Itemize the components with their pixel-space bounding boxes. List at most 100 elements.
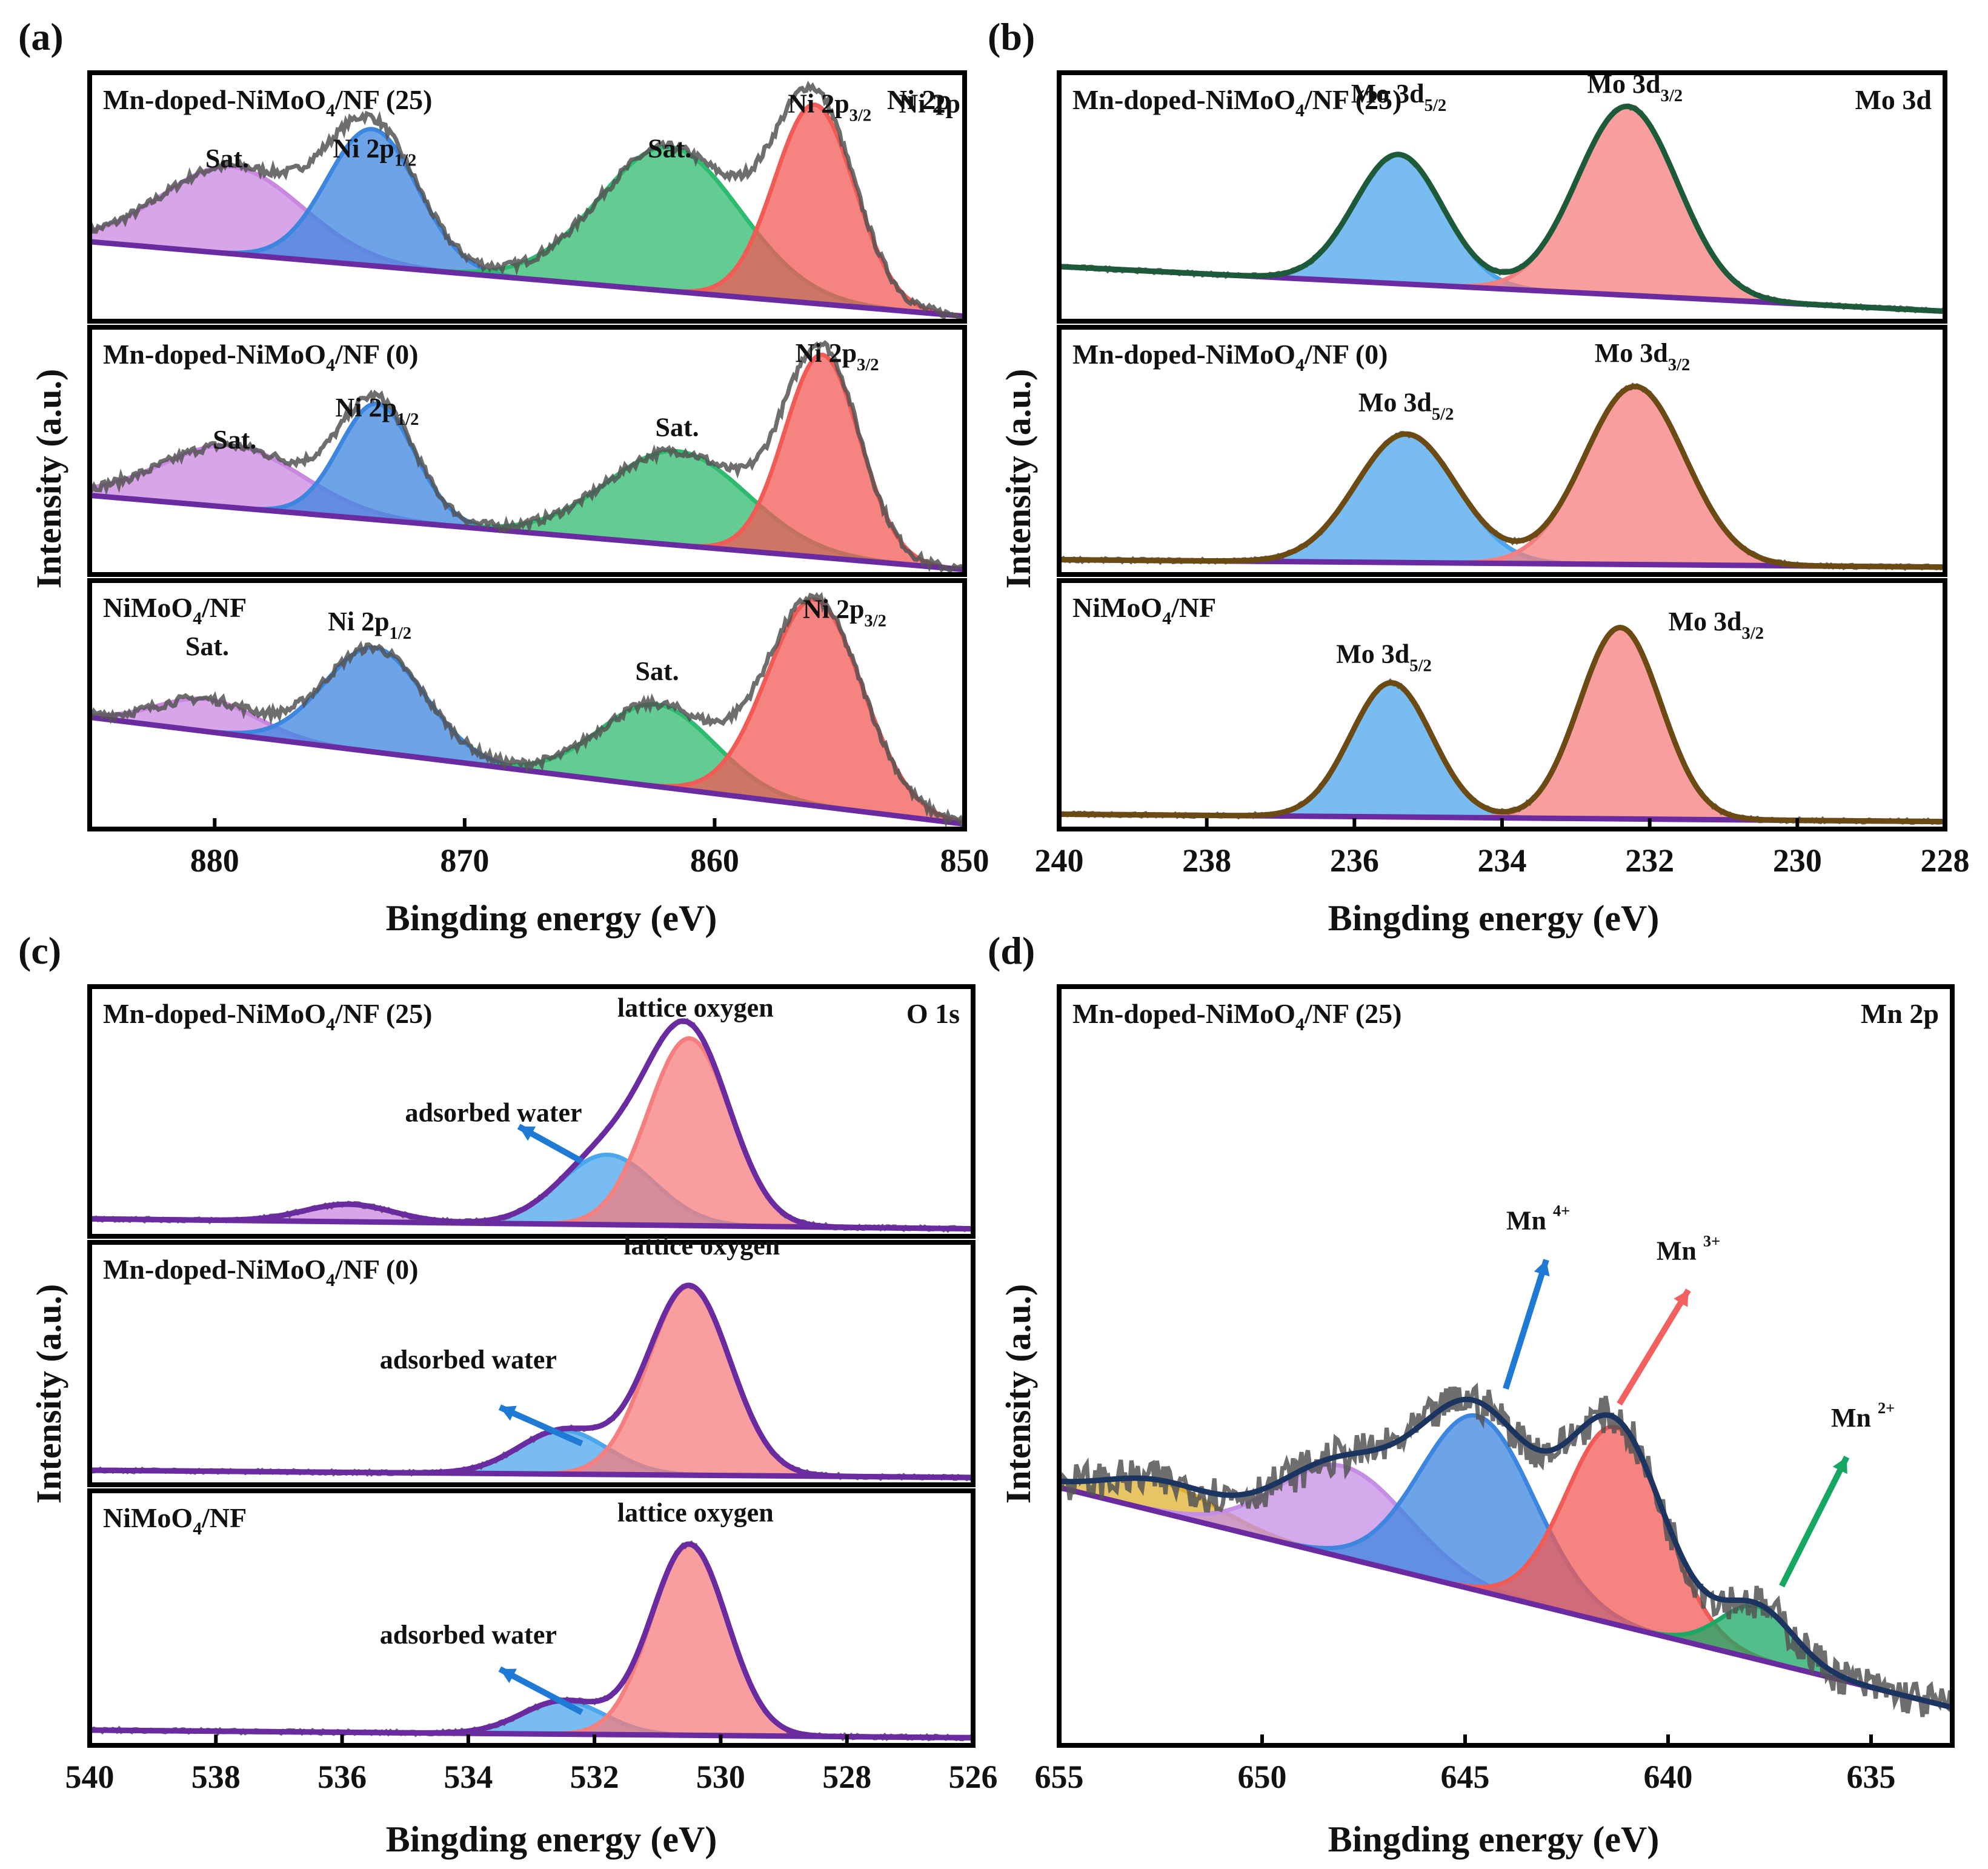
annotation-arrow (1503, 1259, 1549, 1390)
core-level-label: Mn 2p (1861, 998, 1939, 1029)
baseline (89, 492, 965, 573)
subplot-frame (87, 1488, 976, 1748)
x-tick-label: 534 (444, 1759, 493, 1795)
x-tick-label: 234 (1478, 842, 1527, 879)
envelope-fit-line (1059, 1396, 1953, 1710)
peak-annotation: Sat. (185, 631, 229, 661)
x-tick-label: 228 (1921, 842, 1970, 879)
envelope-fit-line (90, 1282, 973, 1481)
sample-label: NiMoO4/NF (103, 592, 247, 628)
x-axis-label: Bingding energy (eV) (1328, 898, 1660, 938)
subplot-frame (87, 1240, 976, 1487)
peak-fill (542, 1038, 837, 1228)
sample-label: Mn-doped-NiMoO4/NF (25) (1072, 998, 1401, 1034)
peak-fill (419, 147, 921, 313)
panel-label: (d) (988, 929, 1035, 972)
annotation-arrow (1617, 1288, 1691, 1406)
peak-fill (554, 1544, 824, 1737)
y-axis-label: Intensity (a.u.) (29, 369, 68, 589)
baseline (89, 239, 965, 319)
peak-annotation: Ni 2p (899, 89, 960, 119)
peak-fill (196, 647, 554, 775)
envelope-fit-line (1059, 103, 1946, 315)
x-tick-label: 870 (440, 842, 489, 879)
subplot-frame (87, 578, 967, 831)
arrow-head (519, 1126, 536, 1141)
sample-label: NiMoO4/NF (103, 1502, 247, 1539)
peak-fill (1441, 1427, 1791, 1668)
x-axis-label: Bingding energy (eV) (386, 1819, 717, 1859)
peak-fill (1455, 386, 1815, 566)
y-axis-label: Intensity (a.u.) (29, 1284, 68, 1504)
baseline (1058, 1484, 1953, 1710)
core-level-label: Ni 2p (887, 84, 951, 115)
annotation-arrow (498, 1404, 583, 1447)
peak-fill (405, 1430, 721, 1476)
x-tick-label: 232 (1625, 842, 1674, 879)
sample-label: Mn-doped-NiMoO4/NF (25) (103, 84, 432, 121)
x-tick-label: 532 (570, 1759, 619, 1795)
peak-annotation: adsorbed water (380, 1620, 557, 1650)
peak-fill (210, 128, 534, 280)
annotation-arrow (1779, 1455, 1850, 1588)
peak-fill (1474, 627, 1766, 821)
panel-c: (c) Bingding energy (eV) Intensity (a.u.… (18, 929, 998, 1859)
panel-d: (d) Bingding energy (eV) Intensity (a.u.… (988, 929, 1955, 1859)
x-tick-label: 240 (1035, 842, 1084, 879)
x-tick-label: 238 (1182, 842, 1231, 879)
peak-annotation: adsorbed water (380, 1345, 557, 1374)
raw-data-line (88, 340, 966, 574)
peak-fill (1246, 682, 1536, 818)
sample-label: Mn-doped-NiMoO4/NF (0) (103, 1254, 418, 1290)
subplot-frame (87, 984, 976, 1239)
sample-label: NiMoO4/NF (1072, 592, 1216, 628)
x-tick-label: 655 (1035, 1759, 1084, 1795)
x-tick-label: 230 (1773, 842, 1822, 879)
x-tick-label: 640 (1644, 1759, 1693, 1795)
x-tick-label: 850 (940, 842, 989, 879)
peak-fill (1240, 154, 1557, 292)
x-tick-label: 645 (1441, 1759, 1490, 1795)
subplot-frame (1057, 70, 1947, 324)
peak-annotation: lattice oxygen (623, 1231, 780, 1261)
subplot-2: NiMoO4/NF lattice oxygen adsorbed water (87, 1488, 976, 1748)
arrow-head (499, 1405, 517, 1421)
peak-fill (1226, 434, 1587, 564)
peak-fill (643, 599, 965, 824)
panel-a: (a) Bingding energy (eV) Intensity (a.u.… (18, 15, 989, 938)
x-axis-label: Bingding energy (eV) (1328, 1819, 1660, 1859)
peak-fill (416, 1701, 711, 1736)
x-tick-label: 528 (822, 1759, 871, 1795)
peak-fill (436, 1154, 778, 1227)
x-tick-label: 540 (65, 1759, 115, 1795)
peak-fill (671, 104, 959, 316)
peak-annotation: Sat. (655, 413, 699, 442)
envelope-fit-line (90, 1018, 973, 1232)
x-tick-label: 635 (1847, 1759, 1896, 1795)
envelope-fit-line (90, 1541, 973, 1741)
peak-fill (244, 403, 511, 531)
arrow-head (1674, 1290, 1689, 1307)
panel-label: (a) (18, 15, 64, 58)
raw-data-line (1057, 1382, 1955, 1717)
subplot-frame (1057, 984, 1955, 1748)
raw-data-line (87, 80, 966, 322)
peak-fill (542, 1286, 837, 1477)
x-tick-label: 860 (690, 842, 739, 879)
sample-label: Mn-doped-NiMoO4/NF (25) (1072, 84, 1401, 121)
raw-data-line (88, 591, 966, 830)
peak-annotation: Sat. (648, 133, 691, 163)
y-axis-label: Intensity (a.u.) (999, 369, 1038, 589)
arrow-head (1832, 1457, 1847, 1474)
x-tick-label: 538 (191, 1759, 241, 1795)
subplot-0: Mn-doped-NiMoO4/NF (25) O 1s lattice oxyge… (87, 984, 976, 1239)
sample-label: Mn-doped-NiMoO4/NF (0) (103, 339, 418, 375)
x-tick-label: 530 (696, 1759, 745, 1795)
x-tick-label: 650 (1238, 1759, 1287, 1795)
sample-label: Mn-doped-NiMoO4/NF (25) (103, 998, 432, 1034)
annotation-arrow (498, 1666, 583, 1715)
subplot-frame (87, 70, 967, 324)
